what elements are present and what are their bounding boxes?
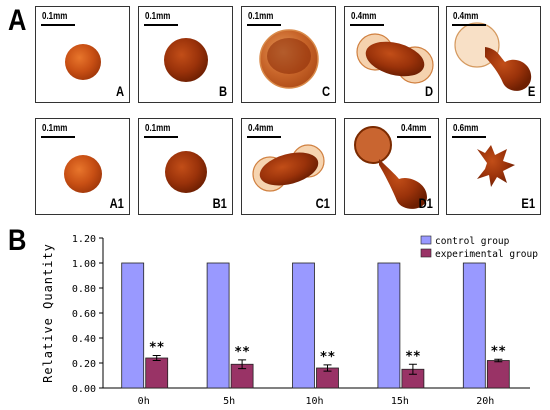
micrograph-c1: 0.4mm C1 <box>241 118 336 215</box>
scale-bar <box>144 24 178 26</box>
significance-marker: ** <box>149 341 165 356</box>
y-tick-label: 0.60 <box>72 309 96 320</box>
scale-bar <box>452 136 486 138</box>
scale-bar-label: 0.1mm <box>145 123 171 134</box>
micrograph-d1: 0.4mm D1 <box>344 118 439 215</box>
x-tick-label: 10h <box>305 396 323 407</box>
scale-bar <box>397 136 431 138</box>
y-tick-label: 0.00 <box>72 384 96 395</box>
scale-bar-label: 0.4mm <box>401 123 427 134</box>
legend-label: experimental group <box>435 249 538 260</box>
bar-control-group-20h <box>462 262 486 389</box>
micrograph-b: 0.1mm B <box>138 6 233 103</box>
scale-bar <box>247 136 281 138</box>
panel-b-label: B <box>8 224 27 257</box>
y-tick-label: 1.00 <box>72 259 96 270</box>
micrograph-label: D1 <box>418 195 433 211</box>
scale-bar-label: 0.1mm <box>42 11 68 22</box>
micrograph-label: C <box>321 83 330 99</box>
scale-bar <box>247 24 281 26</box>
specimen-image <box>252 144 325 192</box>
bar-control-group-10h <box>292 262 315 389</box>
y-axis-label: Relative Quantity <box>41 243 55 383</box>
specimen-image <box>354 126 427 209</box>
scale-bar-label: 0.4mm <box>453 11 479 22</box>
scale-bar-label: 0.1mm <box>145 11 171 22</box>
scale-bar <box>350 24 384 26</box>
scale-bar-label: 0.1mm <box>42 123 68 134</box>
micrograph-label: E <box>527 83 535 99</box>
micrograph-c: 0.1mm C <box>241 6 336 103</box>
scale-bar-label: 0.6mm <box>453 123 479 134</box>
y-tick-label: 0.80 <box>72 284 96 295</box>
micrograph-label: C1 <box>315 195 330 211</box>
panel-a-label: A <box>8 4 27 37</box>
bar-experimental-group-0h <box>145 357 169 389</box>
scale-bar <box>452 24 486 26</box>
specimen-image <box>164 38 208 82</box>
specimen-image <box>259 29 319 89</box>
scale-bar <box>144 136 178 138</box>
x-tick-label: 5h <box>223 396 235 407</box>
y-tick-label: 1.20 <box>72 234 96 245</box>
micrograph-label: E1 <box>521 195 535 211</box>
specimen-image <box>64 155 102 193</box>
specimen-image <box>356 33 434 84</box>
x-tick-label: 20h <box>476 396 494 407</box>
bar-control-group-0h <box>121 262 145 389</box>
legend-label: control group <box>435 236 510 247</box>
micrograph-label: D <box>424 83 433 99</box>
specimen-image <box>454 22 532 91</box>
significance-marker: ** <box>234 345 250 360</box>
specimen-image <box>477 145 515 187</box>
micrograph-a1: 0.1mm A1 <box>35 118 130 215</box>
x-tick-label: 15h <box>391 396 409 407</box>
bar-control-group-5h <box>206 262 230 389</box>
x-tick-label: 0h <box>138 396 150 407</box>
micrograph-e: 0.4mm E <box>446 6 541 103</box>
micrograph-label: B1 <box>212 195 227 211</box>
y-tick-label: 0.20 <box>72 359 96 370</box>
micrograph-label: A <box>115 83 124 99</box>
bar-experimental-group-20h <box>486 360 510 389</box>
legend-swatch <box>420 235 432 245</box>
micrograph-e1: 0.6mm E1 <box>446 118 541 215</box>
scale-bar-label: 0.4mm <box>351 11 377 22</box>
scale-bar <box>41 136 75 138</box>
significance-marker: ** <box>490 344 506 359</box>
micrograph-b1: 0.1mm B1 <box>138 118 233 215</box>
scale-bar-label: 0.4mm <box>248 123 274 134</box>
y-tick-label: 0.40 <box>72 334 96 345</box>
significance-marker: ** <box>320 350 336 365</box>
significance-marker: ** <box>405 349 421 364</box>
micrograph-label: A1 <box>109 195 124 211</box>
micrograph-d: 0.4mm D <box>344 6 439 103</box>
micrograph-label: B <box>218 83 227 99</box>
scale-bar <box>41 24 75 26</box>
specimen-image <box>165 151 207 193</box>
legend-swatch <box>420 248 432 258</box>
micrograph-a: 0.1mm A <box>35 6 130 103</box>
specimen-image <box>65 44 101 80</box>
bar-control-group-15h <box>377 262 401 389</box>
scale-bar-label: 0.1mm <box>248 11 274 22</box>
